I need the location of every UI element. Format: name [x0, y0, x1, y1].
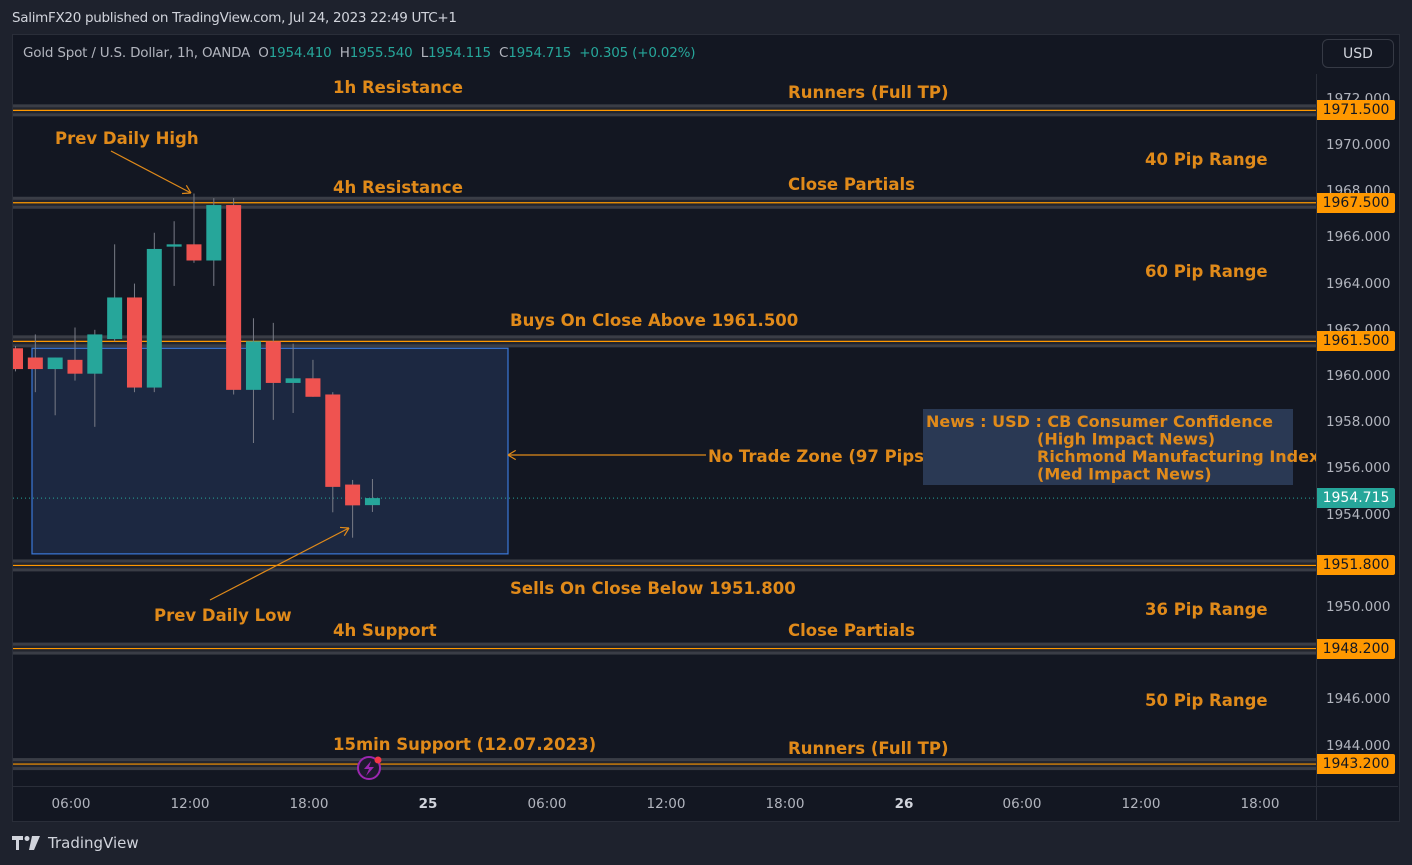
time-tick-label: 18:00: [765, 796, 805, 812]
price-tick-label: 1944.000: [1326, 737, 1391, 754]
price-tick-label: 1966.000: [1326, 229, 1391, 246]
price-tick-label: 1956.000: [1326, 460, 1391, 477]
price-tick-label: 1960.000: [1326, 368, 1391, 384]
published-by-text: SalimFX20 published on TradingView.com, …: [12, 10, 457, 26]
tradingview-logo[interactable]: TradingView: [12, 834, 139, 852]
candle-body[interactable]: [107, 297, 123, 340]
low-value: 1954.115: [428, 45, 491, 61]
candle-body[interactable]: [146, 248, 162, 388]
candle-body[interactable]: [364, 498, 380, 506]
level-price-tag: 1961.500: [1317, 331, 1395, 352]
annotation-buys[interactable]: Buys On Close Above 1961.500: [510, 311, 798, 330]
time-tick-label: 26: [894, 796, 914, 812]
prev-daily-low-arrow[interactable]: [209, 527, 350, 601]
prev-daily-high-arrow[interactable]: [110, 150, 192, 194]
candle-body[interactable]: [325, 394, 341, 487]
time-tick-label: 18:00: [289, 796, 329, 812]
annotation-prev_low[interactable]: Prev Daily Low: [154, 606, 292, 625]
annotation-range36[interactable]: 36 Pip Range: [1145, 600, 1268, 619]
annotation-range40[interactable]: 40 Pip Range: [1145, 150, 1268, 169]
close-label: C: [499, 45, 509, 61]
candle-body[interactable]: [206, 205, 222, 261]
candle-body[interactable]: [285, 378, 301, 383]
candle-body[interactable]: [166, 244, 182, 247]
candle-body[interactable]: [186, 244, 202, 261]
time-tick-label: 12:00: [1121, 796, 1161, 812]
level-price-tag: 1943.200: [1317, 754, 1395, 775]
annotation-res4h[interactable]: 4h Resistance: [333, 178, 463, 197]
current-price-tag: 1954.715: [1317, 488, 1395, 509]
price-tick-label: 1964.000: [1326, 275, 1391, 292]
tradingview-brand: TradingView: [48, 834, 139, 852]
open-value: 1954.410: [268, 45, 332, 61]
annotation-partials_top[interactable]: Close Partials: [788, 175, 915, 194]
news-line: (Med Impact News): [1037, 465, 1212, 484]
candle-body[interactable]: [87, 334, 103, 374]
annotation-partials_bottom[interactable]: Close Partials: [788, 621, 915, 640]
time-tick-label: 06:00: [1002, 796, 1042, 812]
candle-body[interactable]: [126, 297, 142, 388]
time-tick-label: 06:00: [527, 796, 567, 812]
price-tick-label: 1958.000: [1326, 414, 1391, 431]
annotation-sup4h[interactable]: 4h Support: [333, 621, 437, 640]
news-line: (High Impact News): [1037, 430, 1215, 449]
time-tick-label: 25: [418, 796, 438, 812]
symbol-name: Gold Spot / U.S. Dollar, 1h, OANDA: [23, 45, 251, 61]
news-line: Richmond Manufacturing Index: [1037, 447, 1320, 466]
level-price-tag: 1971.500: [1317, 100, 1395, 121]
annotation-runners_top[interactable]: Runners (Full TP): [788, 83, 949, 102]
annotation-prev_high[interactable]: Prev Daily High: [55, 129, 199, 148]
candle-body[interactable]: [8, 348, 23, 370]
news-box[interactable]: News : USD : CB Consumer Confidence(High…: [923, 409, 1320, 485]
time-tick-label: 06:00: [51, 796, 91, 812]
annotation-res1h[interactable]: 1h Resistance: [333, 78, 463, 97]
annotation-range60[interactable]: 60 Pip Range: [1145, 262, 1268, 281]
change-value: +0.305 (+0.02%): [579, 45, 696, 61]
price-tick-label: 1946.000: [1326, 691, 1391, 708]
symbol-legend: Gold Spot / U.S. Dollar, 1h, OANDA O1954…: [23, 45, 695, 61]
annotation-sup15[interactable]: 15min Support (12.07.2023): [333, 735, 596, 754]
economic-event-icon[interactable]: [357, 756, 382, 780]
tradingview-logo-icon: [12, 836, 40, 850]
candle-body[interactable]: [226, 205, 242, 390]
annotation-range50[interactable]: 50 Pip Range: [1145, 691, 1268, 710]
time-axis-divider: [12, 786, 1398, 787]
time-tick-label: 12:00: [170, 796, 210, 812]
candle-body[interactable]: [67, 359, 83, 374]
candle-body[interactable]: [27, 357, 43, 370]
candle-body[interactable]: [245, 341, 261, 390]
price-tick-label: 1954.000: [1326, 506, 1391, 523]
annotation-sells[interactable]: Sells On Close Below 1951.800: [510, 579, 796, 598]
price-axis-divider: [1316, 74, 1317, 820]
candle-body[interactable]: [47, 357, 63, 370]
annotation-no_trade[interactable]: No Trade Zone (97 Pips): [708, 447, 932, 466]
time-tick-label: 18:00: [1240, 796, 1280, 812]
level-price-tag: 1967.500: [1317, 192, 1395, 213]
level-price-tag: 1948.200: [1317, 638, 1395, 659]
price-tick-label: 1950.000: [1326, 599, 1391, 615]
currency-button[interactable]: USD: [1322, 39, 1394, 68]
high-value: 1955.540: [349, 45, 413, 61]
close-value: 1954.715: [508, 45, 572, 61]
time-tick-label: 12:00: [646, 796, 686, 812]
level-price-tag: 1951.800: [1317, 555, 1395, 576]
candle-body[interactable]: [305, 378, 321, 397]
high-label: H: [339, 45, 350, 61]
candle-body[interactable]: [345, 484, 361, 506]
candle-body[interactable]: [265, 341, 281, 383]
low-label: L: [420, 45, 429, 61]
annotation-runners_bottom[interactable]: Runners (Full TP): [788, 739, 949, 758]
open-label: O: [258, 45, 269, 61]
price-tick-label: 1970.000: [1326, 137, 1391, 153]
news-line: News : USD : CB Consumer Confidence: [926, 412, 1273, 431]
